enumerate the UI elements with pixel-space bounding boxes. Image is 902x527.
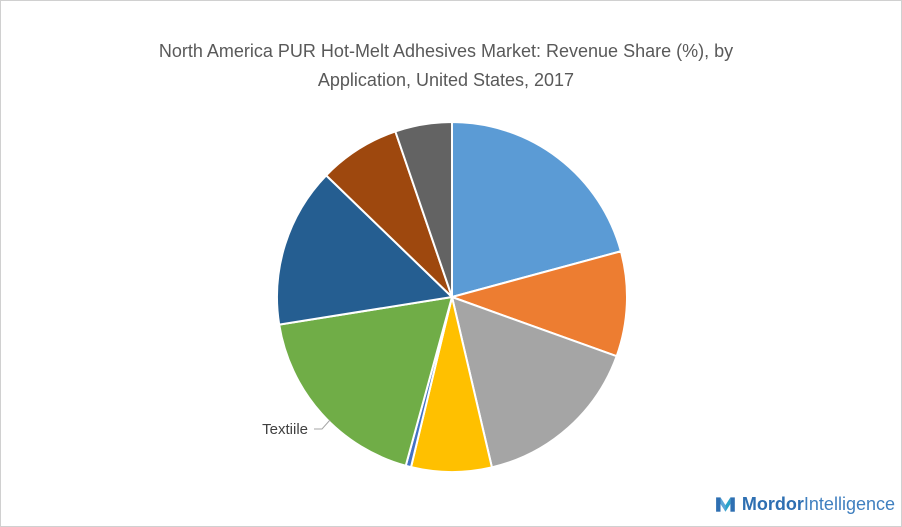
pie-slice-3	[450, 295, 618, 469]
slice-label: Textiile	[262, 421, 308, 438]
pie-slice-6	[278, 295, 454, 468]
pie-slice-2	[448, 250, 628, 358]
slice-label-leader-line	[314, 419, 331, 430]
pie-slice-7	[276, 173, 455, 326]
logo-word-mordor: Mordor	[741, 493, 804, 514]
pie-slice-9	[394, 120, 453, 298]
chart-title-line-1: North America PUR Hot-Melt Adhesives Mar…	[158, 41, 734, 61]
chart-title: North America PUR Hot-Melt Adhesives Mar…	[1, 37, 891, 95]
mordor-logo-icon	[716, 497, 735, 512]
logo-word-intelligence: Intelligence	[803, 493, 895, 514]
chart-title-line-2: Application, United States, 2017	[317, 70, 575, 90]
pie-slice-1	[451, 120, 623, 299]
mordor-intelligence-logo: MordorIntelligence	[715, 487, 895, 521]
